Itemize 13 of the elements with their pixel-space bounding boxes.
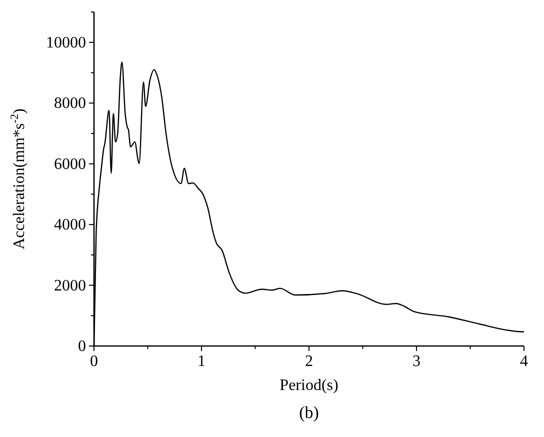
x-axis-title: Period(s) — [280, 377, 338, 394]
x-tick-label: 2 — [305, 353, 313, 370]
y-tick-label: 2000 — [54, 277, 86, 294]
y-tick-label: 8000 — [54, 95, 86, 112]
x-tick-label: 3 — [412, 353, 420, 370]
x-tick-label: 1 — [198, 353, 206, 370]
text: (b) — [299, 403, 319, 422]
y-tick-label: 0 — [78, 338, 86, 355]
x-tick-label: 4 — [520, 353, 528, 370]
y-tick-label: 6000 — [54, 156, 86, 173]
y-tick-label: 4000 — [54, 216, 86, 234]
y-tick-label: 10000 — [46, 34, 86, 52]
x-tick-label: 0 — [90, 353, 98, 370]
